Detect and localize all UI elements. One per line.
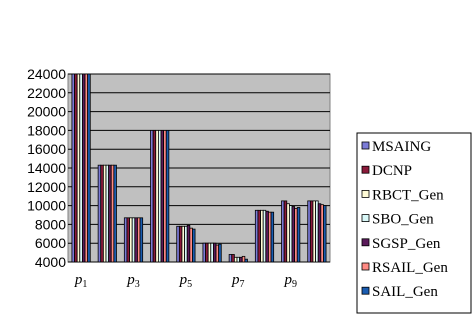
legend-swatch [361,189,370,198]
bar-sail-gen [244,258,248,263]
legend-swatch [361,214,370,223]
bars [71,73,327,263]
legend-label: SAIL_Gen [372,284,438,300]
bar-sail-gen [113,164,117,263]
legend-swatch [361,286,370,295]
x-tick-subscript: 7 [240,279,245,290]
x-tick-subscript: 5 [187,279,192,290]
y-tick-label: 4000 [35,254,66,270]
x-tick-label: p5 [179,272,193,290]
x-tick-label: p1 [74,272,88,290]
bar-sail-gen [139,217,144,263]
y-tick-label: 16000 [27,141,66,157]
y-tick-label: 22000 [27,85,66,101]
y-tick-label: 14000 [27,160,66,176]
y-tick-label: 10000 [27,198,66,214]
x-tick-label: p9 [283,272,297,290]
legend-label: DCNP [372,163,412,179]
x-tick-subscript: 9 [292,279,297,290]
y-tick-label: 18000 [27,122,66,138]
bar-sail-gen [192,228,196,263]
bar-sail-gen [87,73,91,263]
y-axis-ticks: 4000 6000 8000 10000 12000 14000 16000 18000 200… [27,66,66,270]
legend-label: RSAIL_Gen [372,260,448,276]
legend-box [356,132,472,314]
legend-swatch [361,262,370,271]
y-tick-label: 8000 [35,216,66,232]
legend-swatch [361,238,370,247]
bar-sail-gen [218,243,222,263]
x-axis-ticks: p1 p3 p5 p7 p9 [74,272,297,290]
y-tick-label: 24000 [27,66,66,82]
bar-sail-gen [165,129,170,263]
legend-label: SBO_Gen [372,212,434,228]
y-tick-label: 20000 [27,104,66,120]
legend: MSAING DCNP RBCT_Gen SBO_Gen SGSP_Gen RSAIL_G… [356,132,472,314]
y-tick-label: 6000 [35,235,66,251]
x-tick-subscript: 1 [82,279,87,290]
legend-swatch [361,165,370,174]
x-tick-label: p3 [126,272,140,290]
bar-sail-gen [323,205,327,263]
legend-label: MSAING [372,139,431,155]
y-tick-label: 12000 [27,179,66,195]
bar-sail-gen [270,211,275,263]
legend-label: RBCT_Gen [372,187,444,203]
x-tick-label: p7 [231,272,245,290]
bar-sail-gen [296,207,301,263]
x-tick-subscript: 3 [135,279,140,290]
legend-label: SGSP_Gen [372,236,441,252]
legend-swatch [361,141,370,150]
